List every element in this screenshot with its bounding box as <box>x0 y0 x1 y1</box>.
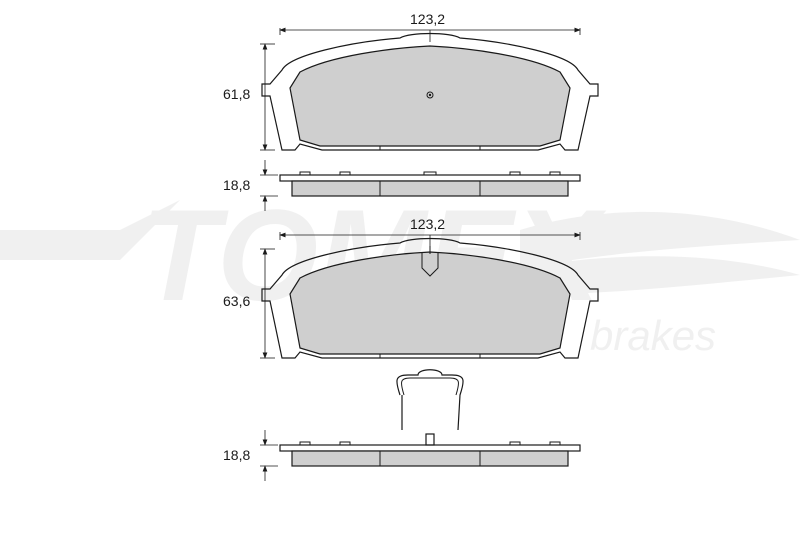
dimension-top-height <box>260 44 275 150</box>
label-bottom-thickness: 18,8 <box>223 447 250 463</box>
label-bottom-width: 123,2 <box>410 216 445 232</box>
label-top-width: 123,2 <box>410 11 445 27</box>
label-top-height: 61,8 <box>223 86 250 102</box>
label-top-thickness: 18,8 <box>223 177 250 193</box>
dimension-bottom-thickness <box>260 430 278 481</box>
technical-drawing-canvas: TOMEX brakes <box>0 0 800 534</box>
brake-pad-a-side <box>280 172 580 196</box>
brake-pad-b-clip <box>397 370 463 430</box>
brake-pad-drawing <box>0 0 800 534</box>
dimension-top-thickness <box>260 160 278 211</box>
label-bottom-height: 63,6 <box>223 293 250 309</box>
dimension-bottom-height <box>260 249 275 358</box>
brake-pad-a-front <box>262 30 598 150</box>
brake-pad-b-side <box>280 434 580 466</box>
brake-pad-b-front <box>262 235 598 358</box>
